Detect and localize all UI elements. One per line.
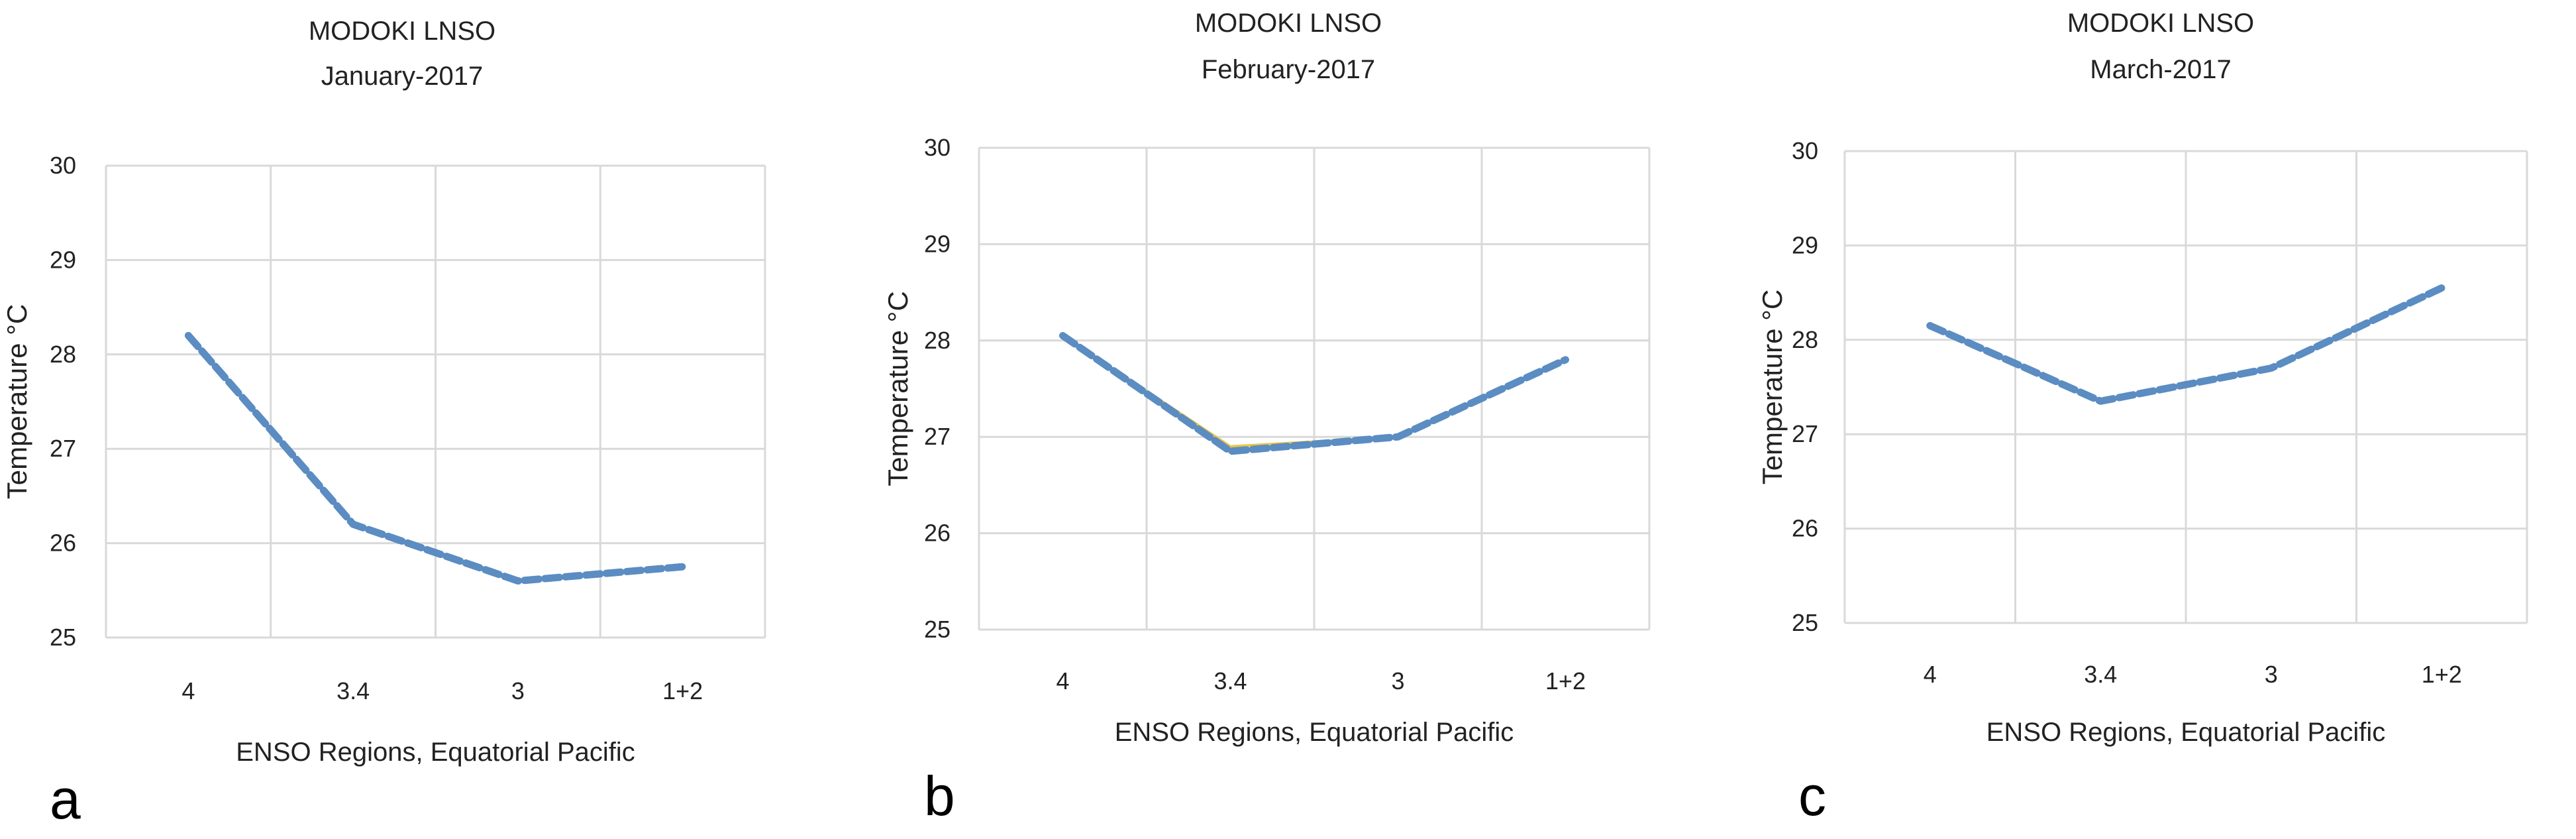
x-tick-label: 4 — [1924, 661, 1937, 688]
y-tick-label: 25 — [50, 624, 76, 651]
panel-label: c — [1798, 765, 1826, 827]
x-axis-label: ENSO Regions, Equatorial Pacific — [1986, 718, 2386, 747]
chart-title: MODOKI LNSO — [1195, 9, 1382, 38]
y-tick-label: 26 — [50, 530, 76, 557]
y-tick-label: 26 — [1792, 515, 1818, 542]
y-axis-label: Temperature °C — [1757, 290, 1788, 485]
x-tick-label: 3.4 — [2084, 661, 2117, 688]
y-tick-label: 30 — [924, 134, 951, 161]
x-tick-label: 1+2 — [662, 677, 703, 704]
y-tick-label: 29 — [1792, 231, 1818, 258]
x-tick-label: 3.4 — [1213, 667, 1247, 695]
y-tick-label: 29 — [50, 246, 76, 273]
chart-subtitle: February-2017 — [1202, 55, 1375, 84]
x-tick-label: 1+2 — [1545, 667, 1586, 695]
data-point — [2100, 401, 2101, 402]
chart-panel-a: 25 26 27 28 29 30 4 3.4 3 1+2 MODOKI LNSO January-2… — [1, 17, 766, 830]
x-axis-label: ENSO Regions, Equatorial Pacific — [1115, 718, 1514, 747]
x-tick-label: 3 — [511, 677, 525, 704]
y-tick-label: 29 — [924, 230, 951, 257]
y-tick-label: 27 — [924, 423, 951, 450]
y-tick-label: 26 — [924, 520, 951, 547]
data-point — [188, 335, 189, 336]
x-tick-label: 4 — [181, 677, 195, 704]
x-tick-label: 1+2 — [2422, 661, 2462, 688]
y-axis-label: Temperature °C — [882, 291, 913, 486]
x-tick-label: 3 — [2265, 661, 2278, 688]
x-tick-label: 3.4 — [336, 677, 370, 704]
chart-panel-c: 25 26 27 28 29 30 4 3.4 3 1+2 MODOKI LNSO March-201… — [1757, 9, 2528, 827]
x-tick-label: 4 — [1056, 667, 1069, 695]
y-tick-label: 28 — [924, 327, 951, 354]
series-line-dashed — [1926, 284, 2446, 405]
data-point — [1230, 451, 1231, 452]
chart-title: MODOKI LNSO — [2067, 9, 2254, 38]
panel-label: a — [50, 768, 81, 830]
y-tick-label: 27 — [50, 435, 76, 462]
chart-subtitle: January-2017 — [321, 62, 484, 91]
data-point — [1565, 359, 1566, 360]
series-line-dashed — [184, 331, 687, 585]
panel-label: b — [924, 765, 955, 827]
x-axis-label: ENSO Regions, Equatorial Pacific — [236, 738, 635, 767]
series-line-dashed — [1059, 332, 1569, 455]
y-tick-label: 25 — [1792, 609, 1818, 636]
data-point — [1062, 335, 1063, 336]
chart-panel-b: 25 26 27 28 29 30 4 3.4 3 1+2 MODOKI LNSO February-… — [882, 9, 1651, 827]
y-tick-label: 28 — [1792, 326, 1818, 353]
y-tick-label: 30 — [1792, 137, 1818, 164]
data-point — [353, 524, 354, 525]
y-tick-label: 30 — [50, 152, 76, 179]
x-tick-label: 3 — [1391, 667, 1404, 695]
y-tick-label: 28 — [50, 341, 76, 368]
y-tick-label: 27 — [1792, 420, 1818, 447]
data-point — [1230, 446, 1231, 447]
chart-subtitle: March-2017 — [2090, 55, 2231, 84]
y-tick-label: 25 — [924, 616, 951, 643]
chart-title: MODOKI LNSO — [309, 17, 495, 46]
y-axis-label: Temperature °C — [1, 304, 32, 500]
